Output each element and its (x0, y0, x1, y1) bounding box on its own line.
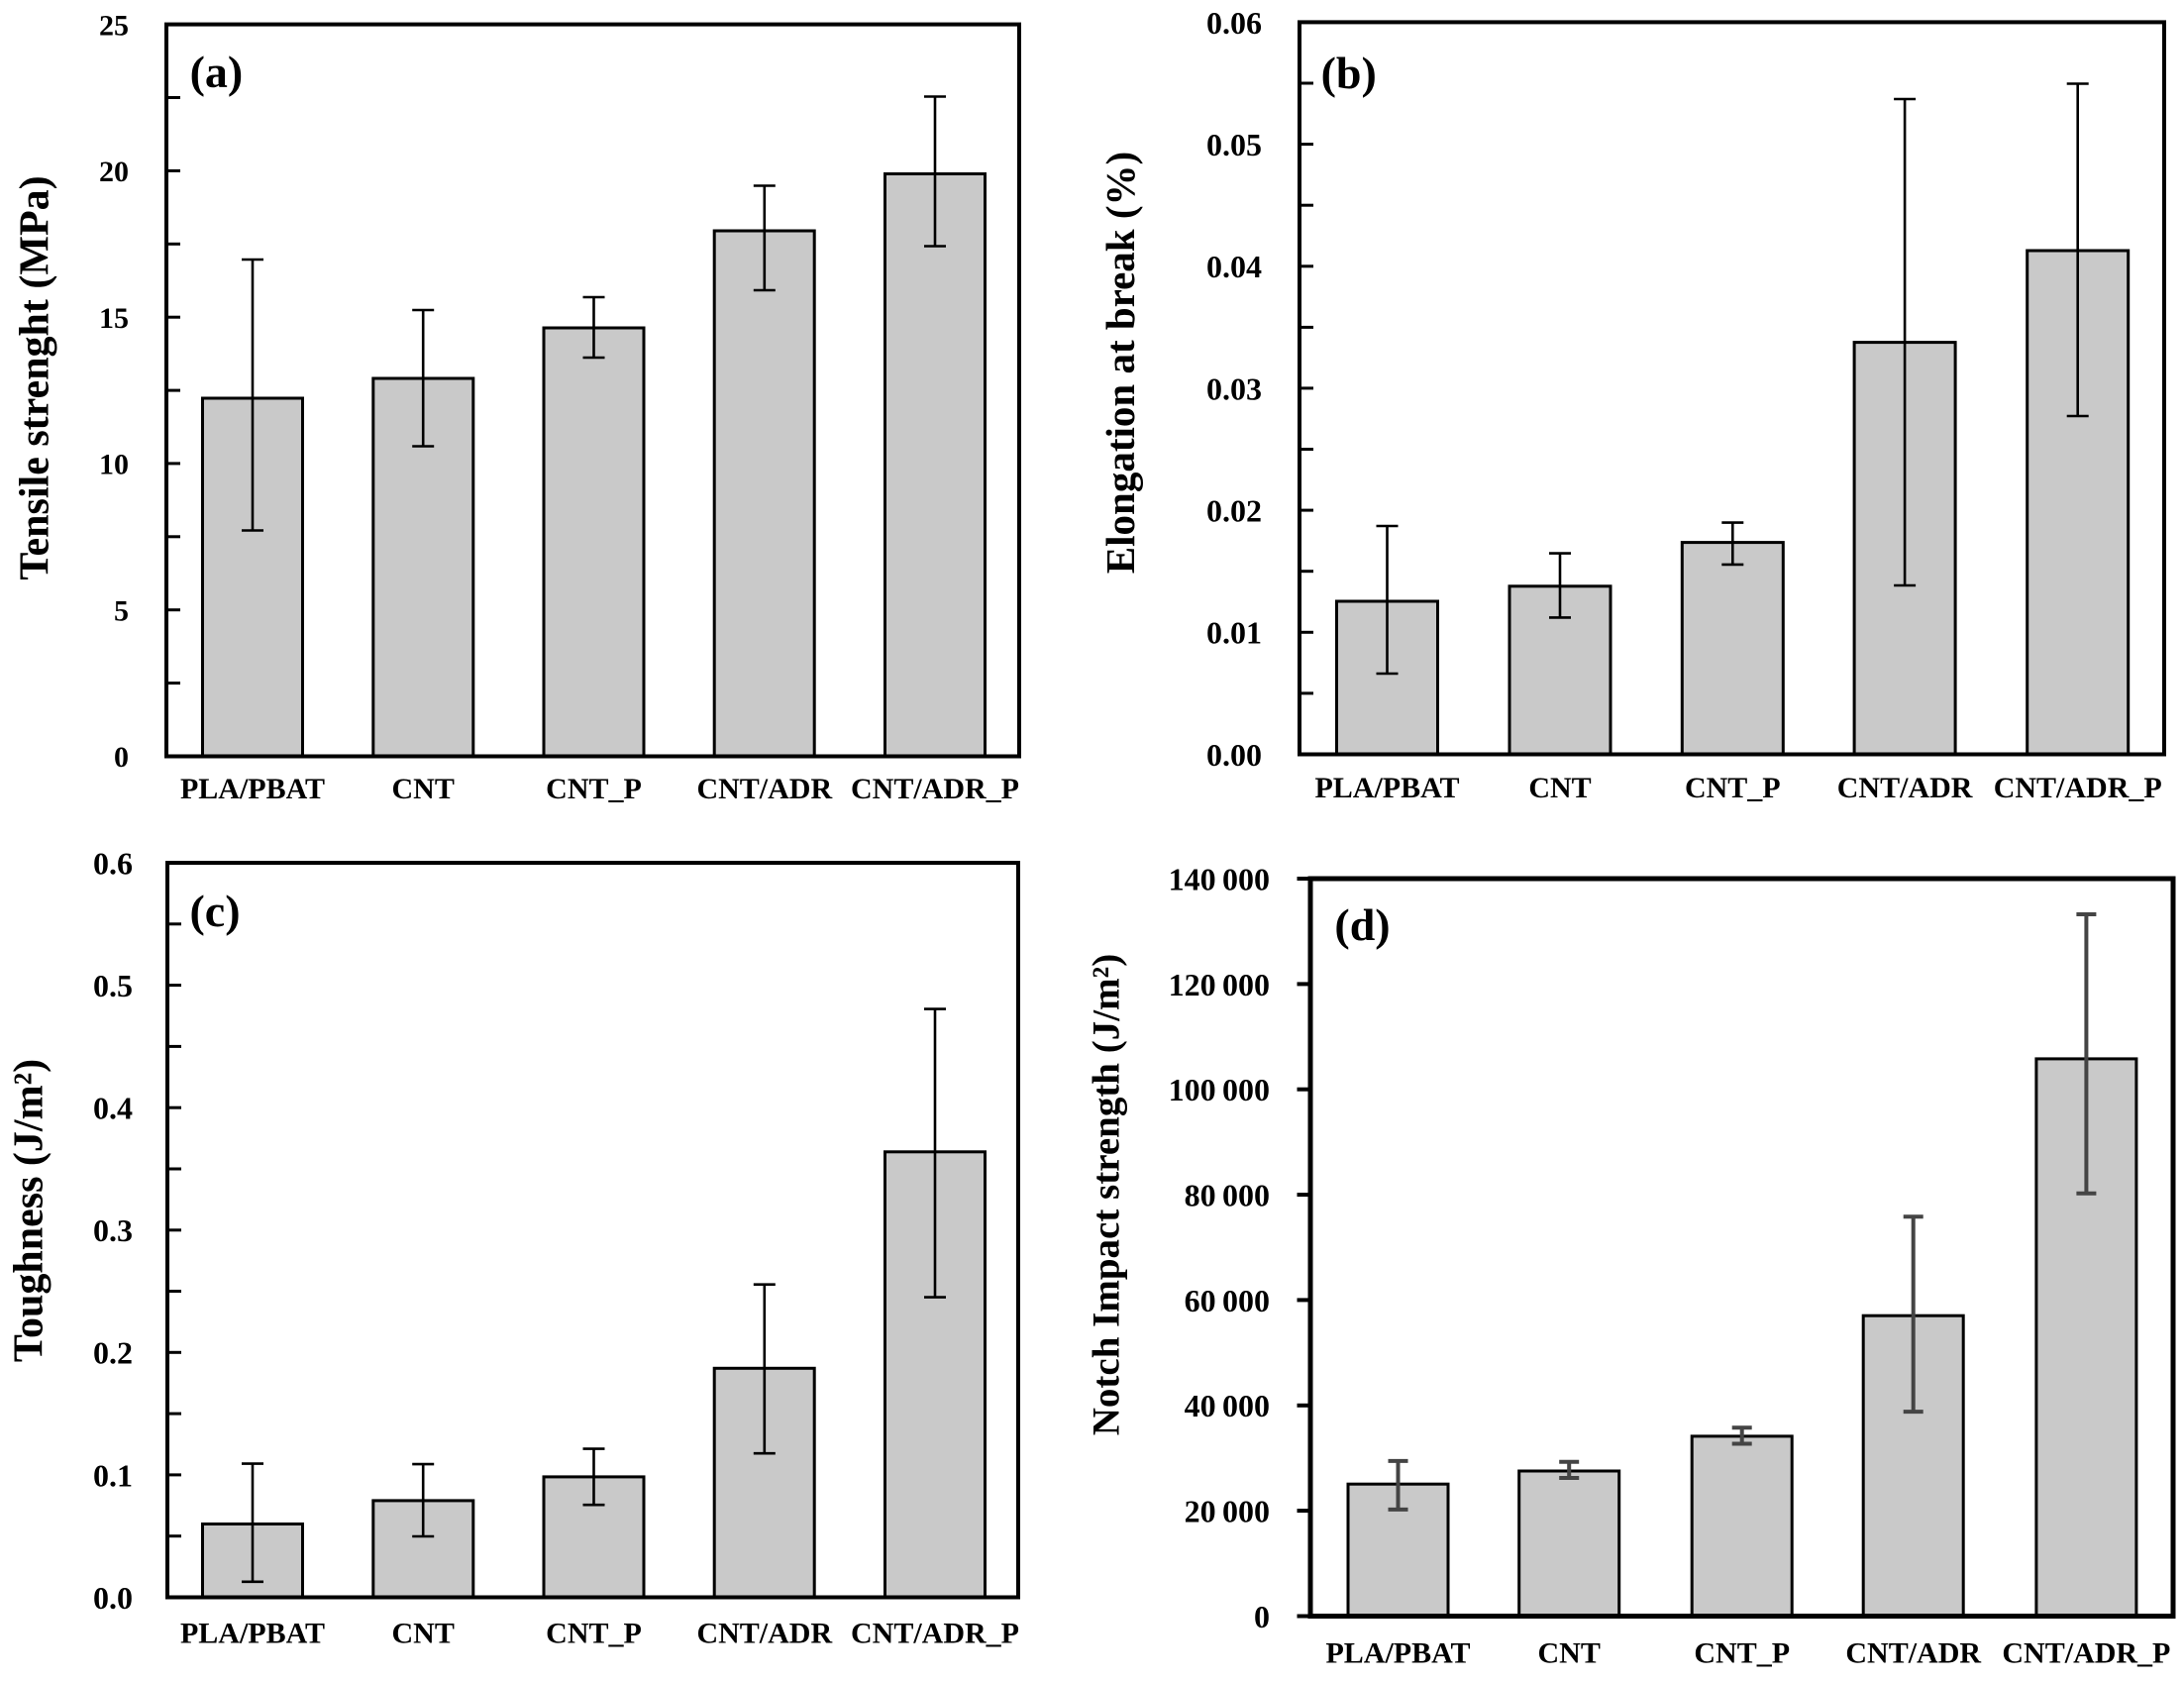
svg-text:140 000: 140 000 (1169, 861, 1270, 896)
svg-text:0.5: 0.5 (93, 968, 133, 1003)
svg-text:(a): (a) (190, 47, 244, 97)
svg-text:CNT: CNT (392, 773, 455, 805)
svg-text:Tensile strenght (MPa): Tensile strenght (MPa) (13, 175, 58, 579)
svg-text:0: 0 (114, 741, 129, 774)
svg-text:CNT/ADR_P: CNT/ADR_P (851, 1618, 1019, 1650)
svg-text:20: 20 (99, 156, 129, 188)
svg-text:10: 10 (99, 449, 129, 481)
svg-text:(c): (c) (189, 886, 240, 936)
svg-text:0.00: 0.00 (1206, 737, 1262, 773)
svg-text:0.0: 0.0 (93, 1580, 133, 1616)
svg-text:0: 0 (1254, 1599, 1270, 1634)
svg-text:CNT/ADR: CNT/ADR (1845, 1637, 1981, 1670)
svg-text:CNT: CNT (1528, 772, 1591, 804)
svg-text:0.6: 0.6 (93, 845, 133, 881)
svg-text:0.06: 0.06 (1206, 5, 1262, 41)
svg-text:CNT/ADR_P: CNT/ADR_P (1994, 772, 2162, 804)
svg-text:0.02: 0.02 (1206, 492, 1262, 528)
svg-text:25: 25 (99, 9, 129, 42)
svg-text:80 000: 80 000 (1185, 1177, 1270, 1212)
svg-text:0.4: 0.4 (93, 1091, 133, 1126)
svg-text:Notch Impact strength (J/m²): Notch Impact strength (J/m²) (1085, 954, 1127, 1436)
svg-text:CNT_P: CNT_P (1694, 1637, 1790, 1670)
svg-text:(d): (d) (1334, 899, 1390, 950)
svg-text:CNT_P: CNT_P (546, 1618, 642, 1650)
svg-text:100 000: 100 000 (1169, 1072, 1270, 1107)
svg-text:120 000: 120 000 (1169, 967, 1270, 1002)
svg-text:CNT: CNT (392, 1618, 455, 1650)
svg-text:CNT: CNT (1538, 1637, 1601, 1670)
svg-text:PLA/PBAT: PLA/PBAT (180, 773, 325, 805)
svg-text:0.3: 0.3 (93, 1212, 133, 1248)
svg-text:Toughness (J/m²): Toughness (J/m²) (6, 1059, 52, 1362)
svg-text:PLA/PBAT: PLA/PBAT (1325, 1637, 1470, 1670)
svg-text:CNT/ADR: CNT/ADR (1837, 772, 1973, 804)
svg-text:CNT/ADR: CNT/ADR (696, 1618, 832, 1650)
svg-text:CNT_P: CNT_P (546, 773, 642, 805)
svg-text:40 000: 40 000 (1185, 1388, 1270, 1423)
svg-text:0.05: 0.05 (1206, 127, 1262, 162)
svg-text:PLA/PBAT: PLA/PBAT (1314, 772, 1459, 804)
svg-text:20 000: 20 000 (1185, 1493, 1270, 1528)
svg-text:15: 15 (99, 302, 129, 335)
svg-text:0.04: 0.04 (1206, 249, 1262, 284)
svg-text:CNT/ADR_P: CNT/ADR_P (851, 773, 1019, 805)
svg-text:60 000: 60 000 (1185, 1283, 1270, 1318)
svg-text:CNT/ADR: CNT/ADR (696, 773, 832, 805)
svg-text:PLA/PBAT: PLA/PBAT (180, 1618, 325, 1650)
svg-text:5: 5 (114, 594, 129, 627)
svg-text:CNT/ADR_P: CNT/ADR_P (2002, 1637, 2170, 1670)
svg-text:Elongation at break (%): Elongation at break (%) (1097, 152, 1143, 574)
svg-text:0.1: 0.1 (93, 1457, 133, 1493)
svg-text:CNT_P: CNT_P (1685, 772, 1781, 804)
svg-text:0.03: 0.03 (1206, 370, 1262, 406)
svg-text:(b): (b) (1321, 48, 1377, 98)
svg-text:0.01: 0.01 (1206, 615, 1262, 651)
svg-text:0.2: 0.2 (93, 1335, 133, 1371)
